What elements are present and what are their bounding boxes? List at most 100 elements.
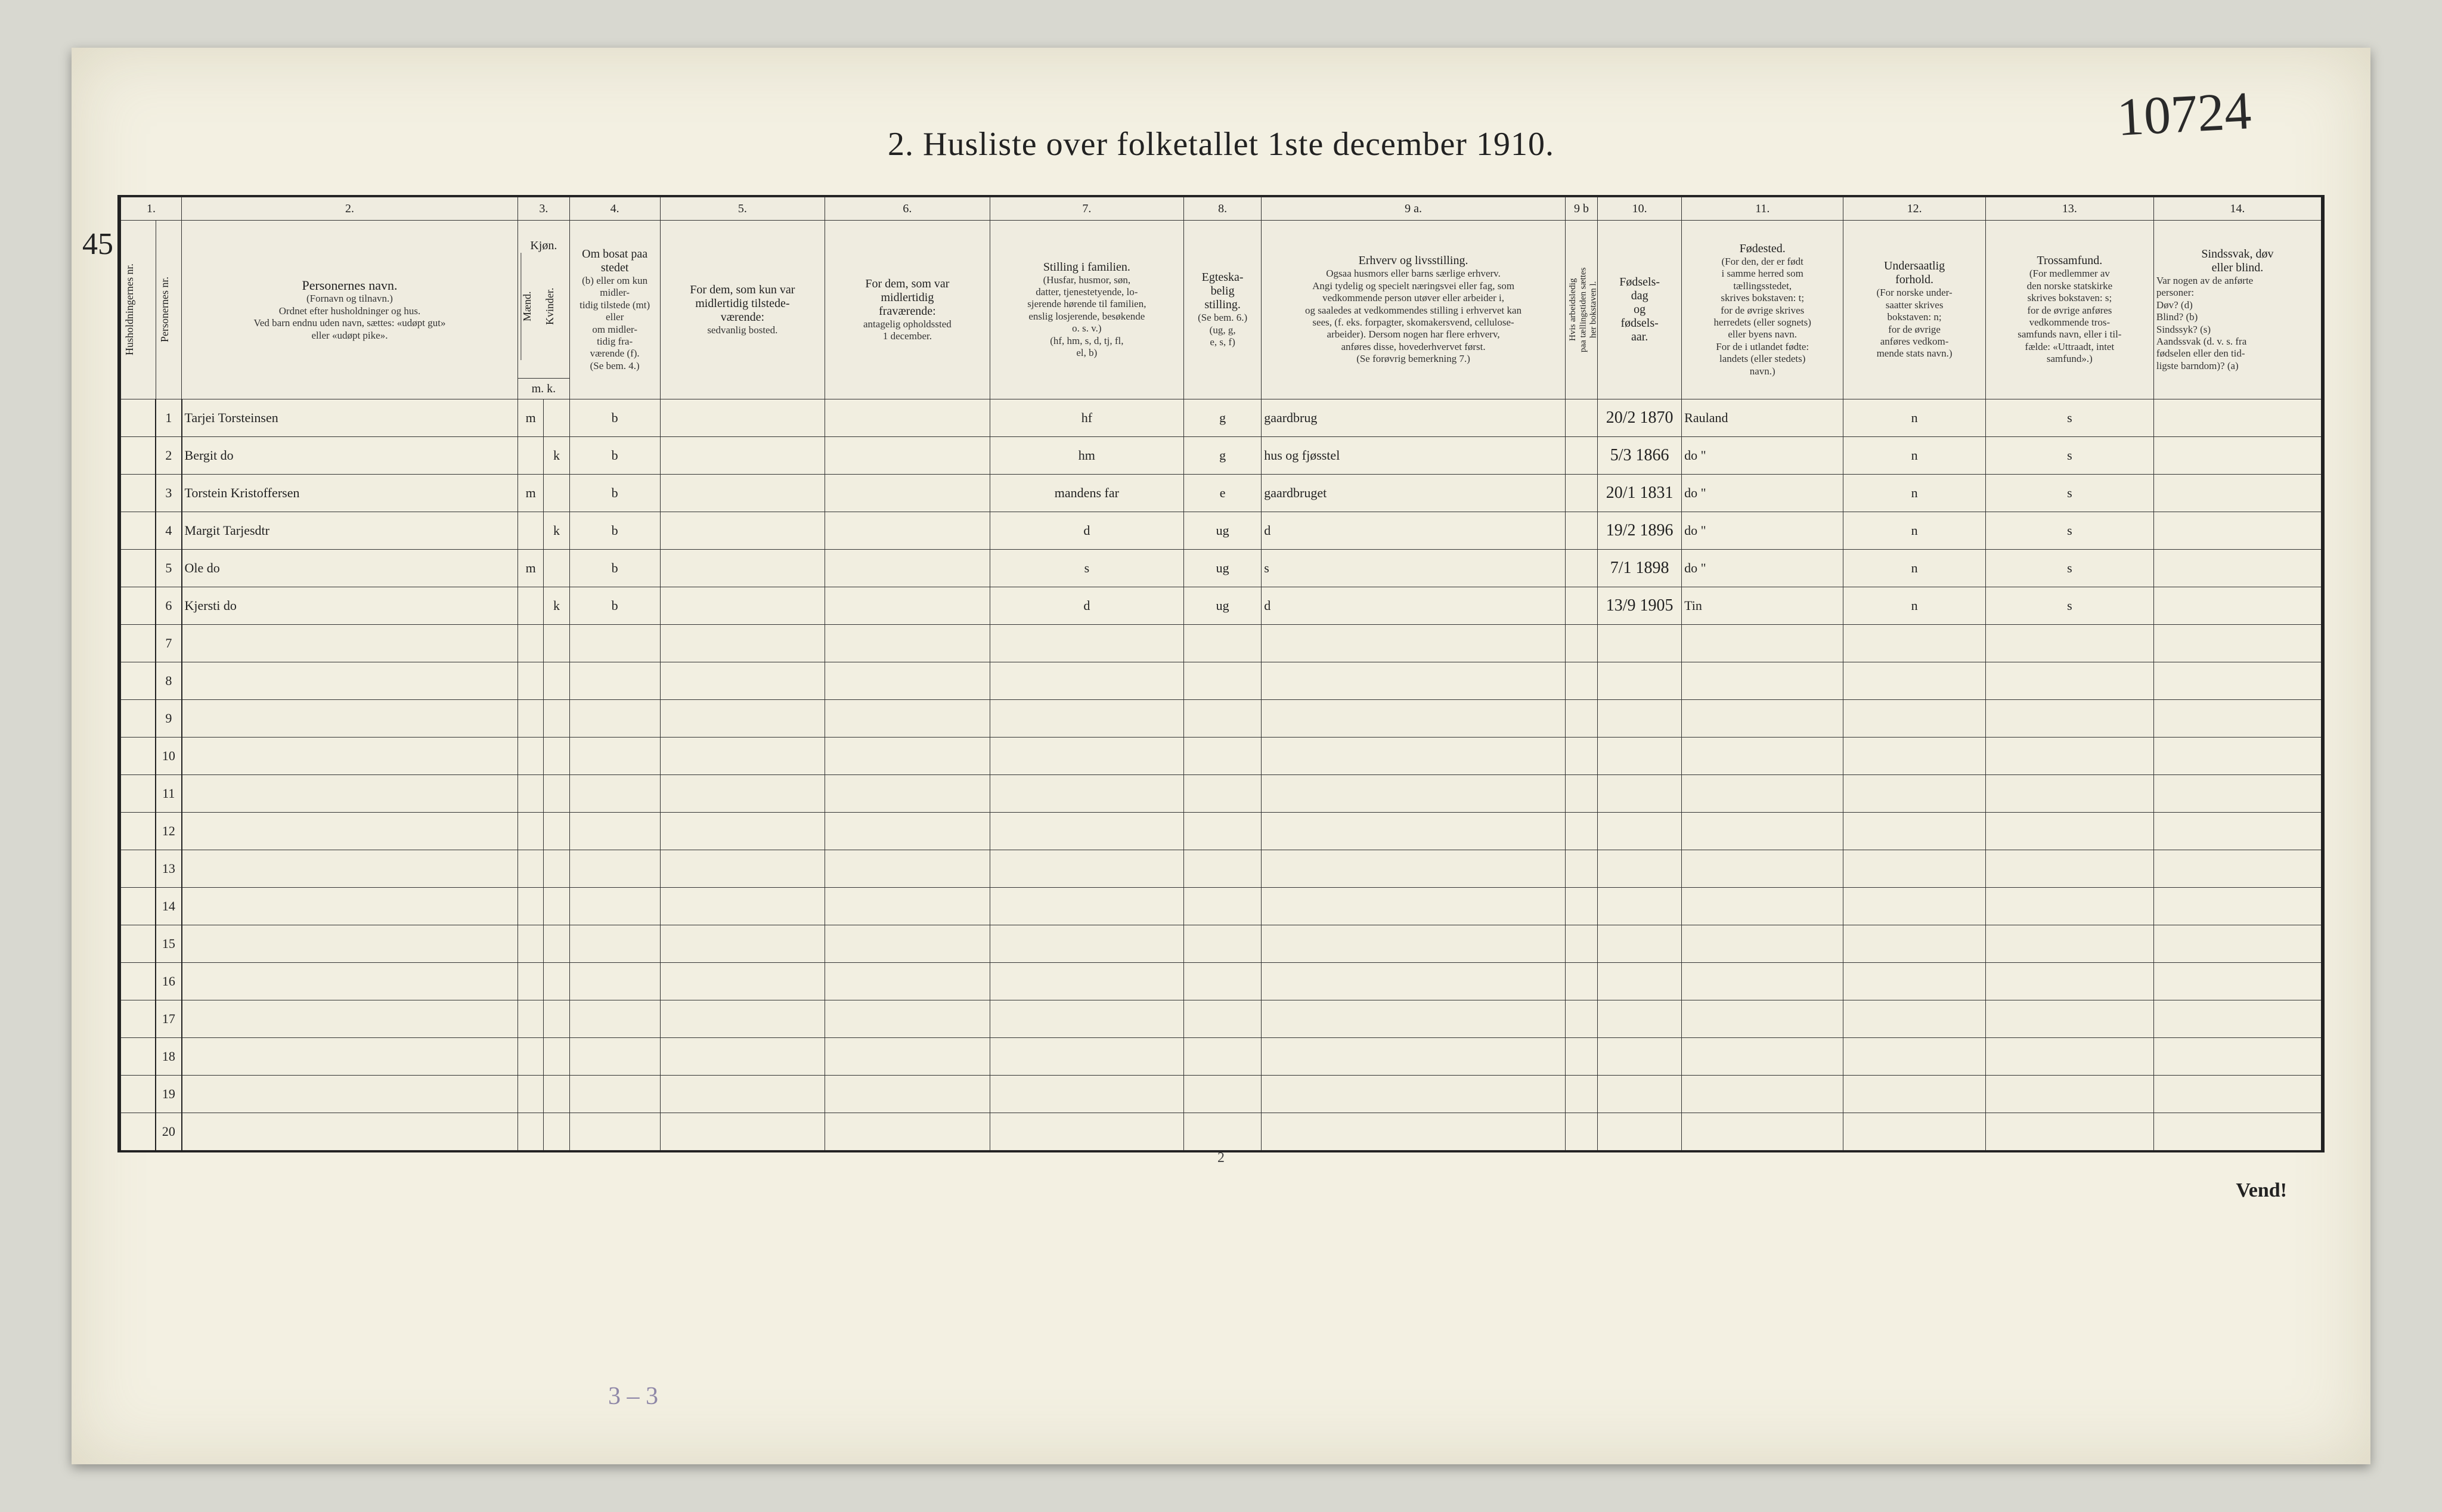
cell-place: do " xyxy=(1682,437,1843,475)
cell-res xyxy=(569,1113,660,1151)
cell-mar: ug xyxy=(1184,550,1262,587)
cell-res xyxy=(569,1000,660,1038)
cell-14 xyxy=(2153,662,2322,700)
cell-place: Rauland xyxy=(1682,399,1843,437)
cell-nat xyxy=(1843,925,1986,963)
cell-5 xyxy=(660,850,825,888)
cell-res: b xyxy=(569,437,660,475)
cell-9b xyxy=(1565,738,1597,775)
cell-sex-m xyxy=(517,1038,543,1076)
label-hhnr: Husholdningernes nr. xyxy=(123,222,136,398)
cell-sex-k xyxy=(544,399,569,437)
cell-5 xyxy=(660,963,825,1000)
table-row: 18 xyxy=(120,1038,2322,1076)
cell-fam xyxy=(990,775,1183,813)
table-row: 3Torstein Kristoffersenmbmandens faregaa… xyxy=(120,475,2322,512)
cell-sex-m xyxy=(517,625,543,662)
colnum-8: 8. xyxy=(1184,197,1262,221)
cell-res xyxy=(569,1076,660,1113)
cell-res xyxy=(569,963,660,1000)
household-number-margin: 45 xyxy=(82,227,113,262)
cell-sex-k xyxy=(544,925,569,963)
colhead-sex: Kjøn. Mænd. Kvinder. xyxy=(517,221,569,379)
cell-5 xyxy=(660,475,825,512)
cell-mar xyxy=(1184,1076,1262,1113)
cell-fam xyxy=(990,662,1183,700)
cell-hhnr xyxy=(120,963,156,1000)
cell-place xyxy=(1682,700,1843,738)
cell-sex-k: k xyxy=(544,587,569,625)
cell-5 xyxy=(660,550,825,587)
cell-place: do " xyxy=(1682,475,1843,512)
cell-mar: g xyxy=(1184,399,1262,437)
cell-rel xyxy=(1985,700,2153,738)
cell-occ xyxy=(1262,1113,1566,1151)
cell-hhnr xyxy=(120,475,156,512)
table-row: 9 xyxy=(120,700,2322,738)
cell-hhnr xyxy=(120,399,156,437)
colnum-1: 1. xyxy=(120,197,182,221)
colnum-7: 7. xyxy=(990,197,1183,221)
table-row: 13 xyxy=(120,850,2322,888)
colnum-2: 2. xyxy=(182,197,518,221)
cell-sex-k xyxy=(544,700,569,738)
colhead-hhnr: Husholdningernes nr. xyxy=(120,221,156,399)
cell-6 xyxy=(825,587,990,625)
cell-14 xyxy=(2153,1000,2322,1038)
cell-pnr: 13 xyxy=(156,850,181,888)
cell-9b xyxy=(1565,888,1597,925)
cell-5 xyxy=(660,587,825,625)
cell-9b xyxy=(1565,512,1597,550)
cell-fam: mandens far xyxy=(990,475,1183,512)
cell-rel xyxy=(1985,963,2153,1000)
cell-fam: s xyxy=(990,550,1183,587)
cell-sex-k xyxy=(544,813,569,850)
cell-occ xyxy=(1262,1038,1566,1076)
cell-nat xyxy=(1843,963,1986,1000)
cell-name xyxy=(182,738,518,775)
cell-name xyxy=(182,888,518,925)
table-row: 20 xyxy=(120,1113,2322,1151)
label-11: Fødested. xyxy=(1684,242,1840,256)
cell-res xyxy=(569,888,660,925)
cell-14 xyxy=(2153,813,2322,850)
cell-born xyxy=(1598,1076,1682,1113)
cell-nat xyxy=(1843,1113,1986,1151)
cell-nat xyxy=(1843,1038,1986,1076)
cell-sex-k xyxy=(544,775,569,813)
colhead-13: Trossamfund. (For medlemmer av den norsk… xyxy=(1985,221,2153,399)
cell-6 xyxy=(825,963,990,1000)
cell-6 xyxy=(825,512,990,550)
cell-hhnr xyxy=(120,662,156,700)
table-row: 6Kjersti dokbdugd13/9 1905Tinns xyxy=(120,587,2322,625)
cell-pnr: 16 xyxy=(156,963,181,1000)
cell-sex-m: m xyxy=(517,399,543,437)
cell-name: Torstein Kristoffersen xyxy=(182,475,518,512)
fine-13: (For medlemmer av den norske statskirke … xyxy=(1988,268,2151,365)
cell-place: do " xyxy=(1682,512,1843,550)
label-res: Om bosat paa stedet xyxy=(572,247,658,275)
fine-14: Var nogen av de anførte personer: Døv? (… xyxy=(2156,275,2319,372)
cell-6 xyxy=(825,850,990,888)
label-6: For dem, som var midlertidig fraværende: xyxy=(828,277,987,318)
cell-born: 13/9 1905 xyxy=(1598,587,1682,625)
cell-9b xyxy=(1565,662,1597,700)
label-10: Fødsels- dag og fødsels- aar. xyxy=(1600,275,1679,344)
cell-nat: n xyxy=(1843,399,1986,437)
cell-place xyxy=(1682,925,1843,963)
cell-5 xyxy=(660,1000,825,1038)
cell-pnr: 10 xyxy=(156,738,181,775)
cell-fam: d xyxy=(990,587,1183,625)
cell-nat xyxy=(1843,1000,1986,1038)
cell-fam xyxy=(990,888,1183,925)
cell-place xyxy=(1682,662,1843,700)
cell-mar xyxy=(1184,1000,1262,1038)
cell-9b xyxy=(1565,1000,1597,1038)
cell-fam: hm xyxy=(990,437,1183,475)
colhead-12: Undersaatlig forhold. (For norske under-… xyxy=(1843,221,1986,399)
cell-sex-m xyxy=(517,700,543,738)
cell-hhnr xyxy=(120,700,156,738)
cell-14 xyxy=(2153,475,2322,512)
cell-6 xyxy=(825,925,990,963)
cell-name xyxy=(182,625,518,662)
